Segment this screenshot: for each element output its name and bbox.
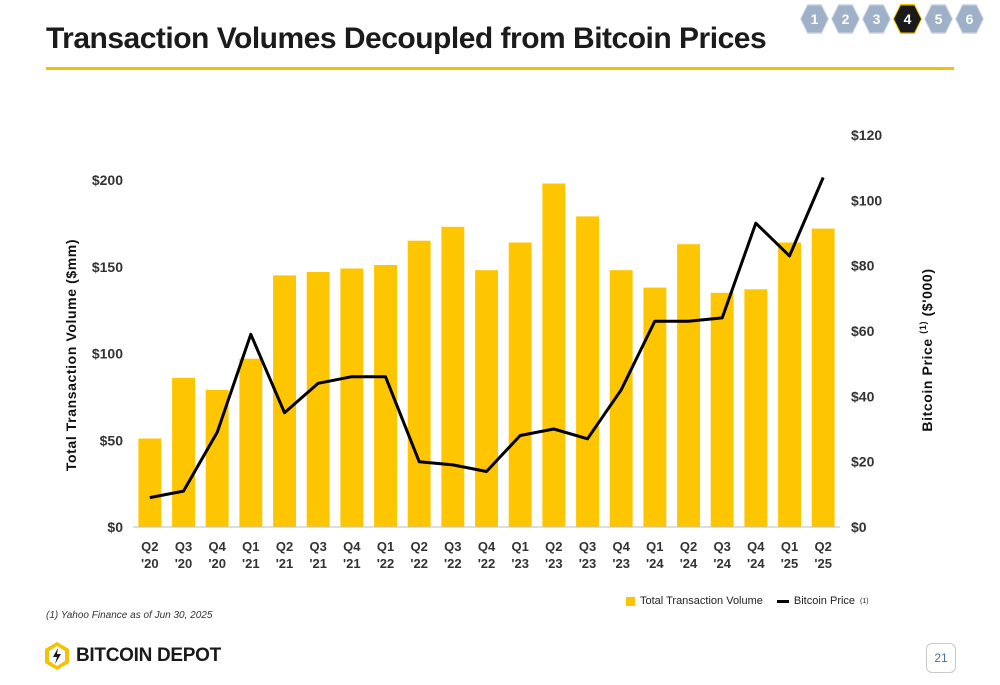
bar-14 [609,270,633,527]
bitcoin-depot-logo-icon [45,642,69,670]
company-logo: BITCOIN DEPOT [44,641,221,671]
section-nav: 1 2 3 4 5 6 [800,4,984,34]
right-tick-label-0: $0 [851,519,867,535]
legend-swatch-line [776,599,789,603]
bar-8 [407,240,431,527]
x-tick-label-15: Q1'24 [646,539,664,571]
page-number: 21 [926,643,956,673]
x-tick-label-11: Q1'23 [511,539,529,571]
x-tick-label-3: Q1'21 [242,539,260,571]
nav-label-3: 3 [863,5,890,33]
bar-9 [441,226,465,528]
bar-11 [508,242,532,527]
bar-13 [576,216,599,527]
x-tick-label-0: Q2'20 [141,539,159,571]
legend-label-price: Bitcoin Price [793,595,856,607]
legend-label-volume: Total Transaction Volume [640,595,763,607]
nav-label-4: 4 [894,5,921,33]
bar-2 [205,389,229,527]
right-tick-label-4: $80 [851,258,875,274]
x-tick-label-10: Q4'22 [478,539,496,571]
nav-label-2: 2 [832,5,859,33]
left-tick-label-0: $0 [107,519,123,535]
x-tick-label-16: Q2'24 [680,539,698,571]
x-tick-label-4: Q2'21 [276,539,294,571]
nav-label-1: 1 [801,5,828,33]
legend-item-volume: Total Transaction Volume [626,595,763,607]
x-tick-label-5: Q3'21 [309,539,327,571]
footnote: (1) Yahoo Finance as of Jun 30, 2025 [46,610,213,621]
x-tick-label-6: Q4'21 [343,539,361,571]
x-tick-label-20: Q2'25 [814,539,832,571]
right-axis-title: Bitcoin Price (1) ($'000) [918,268,935,431]
nav-label-6: 6 [956,5,983,33]
legend-item-price: Bitcoin Price (1) [776,595,869,607]
bar-6 [340,268,364,527]
title-underline [46,67,954,70]
bar-10 [475,270,498,527]
bar-16 [677,244,700,527]
bar-17 [710,292,734,527]
bar-7 [374,265,397,527]
logo-text: BITCOIN DEPOT [76,645,221,666]
x-tick-label-14: Q4'23 [612,539,630,571]
left-tick-label-2: $100 [92,346,123,362]
right-tick-label-1: $20 [851,454,875,470]
right-tick-label-5: $100 [851,192,882,208]
left-tick-label-1: $50 [100,432,124,448]
page-title: Transaction Volumes Decoupled from Bitco… [46,22,767,55]
x-tick-label-12: Q2'23 [545,539,563,571]
x-tick-label-19: Q1'25 [781,539,799,571]
bar-1 [172,377,195,527]
bar-20 [811,228,835,527]
bar-15 [643,287,667,527]
left-axis-title: Total Transaction Volume ($mm) [63,239,79,471]
right-tick-label-3: $60 [851,323,875,339]
x-tick-label-7: Q1'22 [377,539,395,571]
bar-5 [306,272,330,527]
right-tick-label-6: $120 [851,127,882,143]
bar-0 [138,438,162,527]
bar-19 [778,242,801,527]
legend-footnote-marker: (1) [860,597,869,605]
x-tick-label-9: Q3'22 [444,539,462,571]
x-tick-label-1: Q3'20 [175,539,193,571]
right-tick-label-2: $40 [851,388,875,404]
chart-legend: Total Transaction Volume Bitcoin Price (… [626,595,869,607]
x-tick-label-17: Q3'24 [713,539,731,571]
x-tick-label-2: Q4'20 [208,539,226,571]
x-tick-label-13: Q3'23 [579,539,597,571]
bar-4 [273,275,296,527]
bar-12 [542,183,566,527]
legend-swatch-bar [626,596,635,606]
left-tick-label-3: $150 [92,259,123,275]
x-tick-label-18: Q4'24 [747,539,765,571]
bar-18 [744,289,768,527]
x-tick-label-8: Q2'22 [410,539,428,571]
nav-label-5: 5 [925,5,952,33]
bar-3 [239,358,263,527]
left-tick-label-4: $200 [92,172,123,188]
